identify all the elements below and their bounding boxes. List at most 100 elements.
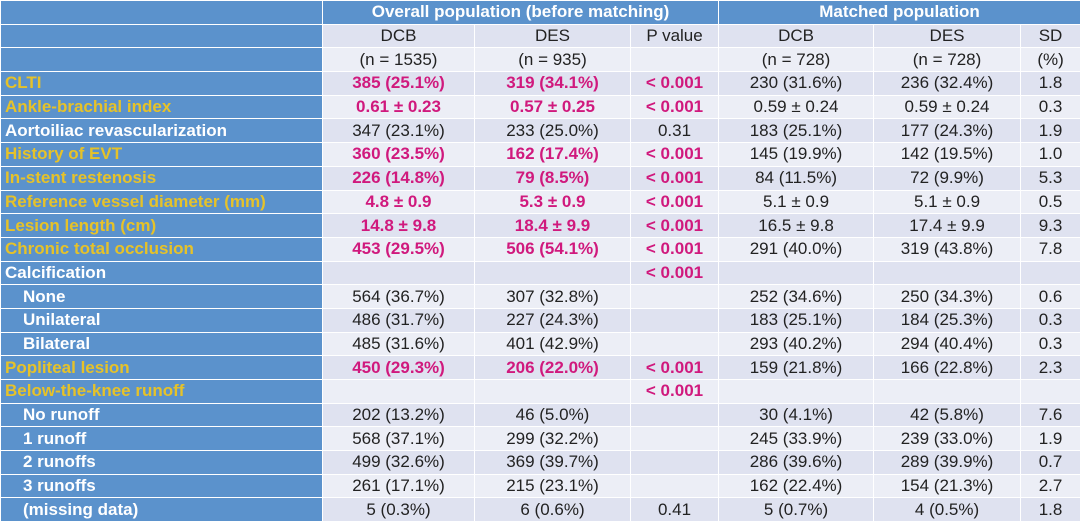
row-label: Chronic total occlusion xyxy=(1,237,323,261)
cell-p-value xyxy=(631,474,719,498)
cell-matched-dcb xyxy=(719,380,874,404)
group-overall-header: Overall population (before matching) xyxy=(323,1,719,25)
row-label: 3 runoffs xyxy=(1,474,323,498)
cell-sd: 0.6 xyxy=(1021,285,1080,309)
cell-des: 319 (34.1%) xyxy=(475,72,631,96)
column-header-matched-dcb: DCB xyxy=(719,24,874,48)
cell-p-value: < 0.001 xyxy=(631,380,719,404)
cell-dcb: 14.8 ± 9.8 xyxy=(323,214,475,238)
cell-p-value: < 0.001 xyxy=(631,72,719,96)
cell-dcb: 499 (32.6%) xyxy=(323,451,475,475)
cell-sd: 0.3 xyxy=(1021,95,1080,119)
cell-sd: 0.7 xyxy=(1021,451,1080,475)
cell-matched-des: 0.59 ± 0.24 xyxy=(874,95,1021,119)
column-subheader-des: (n = 935) xyxy=(475,48,631,72)
row-label: None xyxy=(1,285,323,309)
cell-sd: 2.7 xyxy=(1021,474,1080,498)
cell-p-value xyxy=(631,332,719,356)
cell-dcb: 450 (29.3%) xyxy=(323,356,475,380)
cell-matched-des: 4 (0.5%) xyxy=(874,498,1021,522)
cell-matched-des: 177 (24.3%) xyxy=(874,119,1021,143)
cell-dcb: 347 (23.1%) xyxy=(323,119,475,143)
cell-dcb: 226 (14.8%) xyxy=(323,166,475,190)
cell-p-value: < 0.001 xyxy=(631,237,719,261)
column-subheader-p-value xyxy=(631,48,719,72)
cell-matched-des: 17.4 ± 9.9 xyxy=(874,214,1021,238)
cell-matched-dcb: 16.5 ± 9.8 xyxy=(719,214,874,238)
cell-dcb: 0.61 ± 0.23 xyxy=(323,95,475,119)
cell-des: 79 (8.5%) xyxy=(475,166,631,190)
row-label: History of EVT xyxy=(1,143,323,167)
cell-des: 506 (54.1%) xyxy=(475,237,631,261)
cell-des: 5.3 ± 0.9 xyxy=(475,190,631,214)
cell-p-value: < 0.001 xyxy=(631,356,719,380)
cell-matched-des: 72 (9.9%) xyxy=(874,166,1021,190)
table-row: Calcification< 0.001 xyxy=(1,261,1080,285)
cell-dcb: 486 (31.7%) xyxy=(323,308,475,332)
cell-p-value: < 0.001 xyxy=(631,214,719,238)
cell-matched-dcb: 252 (34.6%) xyxy=(719,285,874,309)
cell-matched-dcb: 30 (4.1%) xyxy=(719,403,874,427)
cell-des: 206 (22.0%) xyxy=(475,356,631,380)
cell-matched-des xyxy=(874,380,1021,404)
cell-des: 162 (17.4%) xyxy=(475,143,631,167)
cell-dcb: 4.8 ± 0.9 xyxy=(323,190,475,214)
column-header-des: DES xyxy=(475,24,631,48)
cell-dcb: 385 (25.1%) xyxy=(323,72,475,96)
row-label: Lesion length (cm) xyxy=(1,214,323,238)
cell-des: 299 (32.2%) xyxy=(475,427,631,451)
cell-matched-dcb: 183 (25.1%) xyxy=(719,119,874,143)
cell-p-value: 0.31 xyxy=(631,119,719,143)
cell-sd: 7.6 xyxy=(1021,403,1080,427)
cell-des: 6 (0.6%) xyxy=(475,498,631,522)
row-label: Calcification xyxy=(1,261,323,285)
row-label: 2 runoffs xyxy=(1,451,323,475)
cell-p-value: 0.41 xyxy=(631,498,719,522)
cell-matched-des: 142 (19.5%) xyxy=(874,143,1021,167)
cell-matched-dcb: 0.59 ± 0.24 xyxy=(719,95,874,119)
cell-des: 307 (32.8%) xyxy=(475,285,631,309)
cell-matched-des: 154 (21.3%) xyxy=(874,474,1021,498)
cell-p-value xyxy=(631,451,719,475)
cell-des: 0.57 ± 0.25 xyxy=(475,95,631,119)
column-header-p-value: P value xyxy=(631,24,719,48)
row-label: CLTI xyxy=(1,72,323,96)
cell-sd: 1.9 xyxy=(1021,119,1080,143)
cell-matched-dcb: 162 (22.4%) xyxy=(719,474,874,498)
cell-matched-des: 184 (25.3%) xyxy=(874,308,1021,332)
cell-des xyxy=(475,261,631,285)
row-label: Reference vessel diameter (mm) xyxy=(1,190,323,214)
cell-dcb: 202 (13.2%) xyxy=(323,403,475,427)
corner-cell xyxy=(1,24,323,48)
cell-matched-des xyxy=(874,261,1021,285)
cell-matched-des: 319 (43.8%) xyxy=(874,237,1021,261)
cell-des: 369 (39.7%) xyxy=(475,451,631,475)
group-matched-header: Matched population xyxy=(719,1,1080,25)
column-subheader-matched-des: (n = 728) xyxy=(874,48,1021,72)
corner-cell xyxy=(1,48,323,72)
column-subheader-dcb: (n = 1535) xyxy=(323,48,475,72)
cell-dcb: 453 (29.5%) xyxy=(323,237,475,261)
cell-p-value xyxy=(631,427,719,451)
cell-sd: 1.8 xyxy=(1021,498,1080,522)
column-header-dcb: DCB xyxy=(323,24,475,48)
cell-sd: 7.8 xyxy=(1021,237,1080,261)
row-label: Aortoiliac revascularization xyxy=(1,119,323,143)
row-label: 1 runoff xyxy=(1,427,323,451)
cell-matched-dcb: 230 (31.6%) xyxy=(719,72,874,96)
row-label: Bilateral xyxy=(1,332,323,356)
cell-sd: 1.0 xyxy=(1021,143,1080,167)
cell-dcb: 564 (36.7%) xyxy=(323,285,475,309)
row-label: In-stent restenosis xyxy=(1,166,323,190)
